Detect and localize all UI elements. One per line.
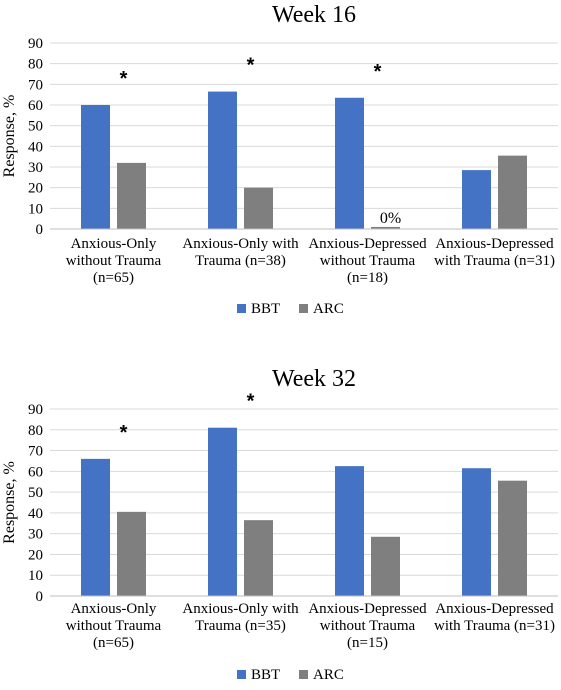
panel2-y-tick-label: 60 <box>28 464 43 480</box>
panel1-bar-bbt <box>208 91 237 229</box>
panel2-y-tick-label: 40 <box>28 506 43 522</box>
panel2-category-label: with Trauma (n=31) <box>434 618 555 634</box>
panel1-legend-swatch-arc <box>299 304 308 313</box>
panel2-category-label: without Trauma <box>320 618 416 634</box>
panel1-y-tick-label: 40 <box>28 139 43 155</box>
panel2-y-tick-label: 90 <box>28 402 43 418</box>
panel2-bar-bbt <box>462 468 491 596</box>
panel1-bar-arc <box>244 187 273 229</box>
panel2-y-tick-label: 10 <box>28 568 43 584</box>
panel2-chart-title: Week 32 <box>272 366 356 392</box>
panel2-y-tick-label: 0 <box>36 589 44 605</box>
panel1-category-label: (n=18) <box>347 270 388 286</box>
panel1-bar-arc <box>371 226 400 229</box>
panel1-legend-label-bbt: BBT <box>251 301 280 317</box>
panel1-y-tick-label: 70 <box>28 77 43 93</box>
panel1-category-label: (n=65) <box>93 270 134 286</box>
panel1-y-tick-label: 60 <box>28 98 43 114</box>
panel1-chart-title: Week 16 <box>272 2 356 28</box>
panel1-category-label: with Trauma (n=31) <box>434 253 555 269</box>
panel2-y-tick-label: 50 <box>28 485 43 501</box>
panel1-y-tick-label: 20 <box>28 181 43 197</box>
panel2-bar-bbt <box>81 458 110 596</box>
panel2-y-tick-label: 30 <box>28 527 43 543</box>
panel1-y-tick-label: 50 <box>28 119 43 135</box>
panel1-category-label: without Trauma <box>320 253 416 269</box>
panel1-significance-star: * <box>120 68 128 90</box>
panel1-category-label: Anxious-Only with <box>182 236 299 252</box>
panel2-category-label: (n=65) <box>93 635 134 651</box>
panel2-category-label: Trauma (n=35) <box>195 618 286 634</box>
panel1-legend-swatch-bbt <box>237 304 246 313</box>
panel1-y-tick-label: 80 <box>28 57 43 73</box>
panel2-category-label: Anxious-Depressed <box>435 601 554 617</box>
panel2-legend-label-arc: ARC <box>313 667 344 683</box>
panel1-category-label: Anxious-Depressed <box>308 236 427 252</box>
panel1-significance-star: * <box>247 55 255 77</box>
panel2-bar-bbt <box>335 466 364 596</box>
panel2-category-label: Anxious-Depressed <box>308 601 427 617</box>
panel1-y-tick-label: 10 <box>28 201 43 217</box>
panel1-significance-star: * <box>374 61 382 83</box>
panel2-legend-label-bbt: BBT <box>251 667 280 683</box>
panel1-bar-arc <box>117 162 146 229</box>
panel1-category-label: Trauma (n=38) <box>195 253 286 269</box>
panel2-bar-bbt <box>208 427 237 596</box>
panel2-category-label: (n=15) <box>347 635 388 651</box>
panel1-bar-arc <box>498 155 527 229</box>
panel1-category-label: Anxious-Depressed <box>435 236 554 252</box>
panel2-bar-arc <box>117 511 146 596</box>
panel1-y-tick-label: 90 <box>28 36 43 52</box>
panel1-y-tick-label: 30 <box>28 160 43 176</box>
panel1-legend-label-arc: ARC <box>313 301 344 317</box>
panel2-legend-swatch-bbt <box>237 670 246 679</box>
panel2-y-axis-label: Response, % <box>1 461 18 544</box>
panel2-category-label: Anxious-Only <box>71 601 157 617</box>
panel2-significance-star: * <box>247 391 255 413</box>
panel1-bar-bbt <box>81 105 110 229</box>
panel1-y-tick-label: 0 <box>36 222 44 238</box>
panel2-y-tick-label: 20 <box>28 547 43 563</box>
panel1-category-label: without Trauma <box>66 253 162 269</box>
panel1-bar-bbt <box>462 170 491 229</box>
panel2-category-label: without Trauma <box>66 618 162 634</box>
panel2-significance-star: * <box>120 422 128 444</box>
panel2-y-tick-label: 80 <box>28 423 43 439</box>
panel2-legend-swatch-arc <box>299 670 308 679</box>
panel2-bar-arc <box>498 480 527 596</box>
panel2-y-tick-label: 70 <box>28 444 43 460</box>
panel1-y-axis-label: Response, % <box>1 95 18 178</box>
panel2-bar-arc <box>371 536 400 596</box>
panel1-bar-bbt <box>335 97 364 230</box>
panel1-category-label: Anxious-Only <box>71 236 157 252</box>
panel1-value-label: 0% <box>380 210 401 227</box>
panel2-category-label: Anxious-Only with <box>182 601 299 617</box>
panel2-bar-arc <box>244 520 273 596</box>
